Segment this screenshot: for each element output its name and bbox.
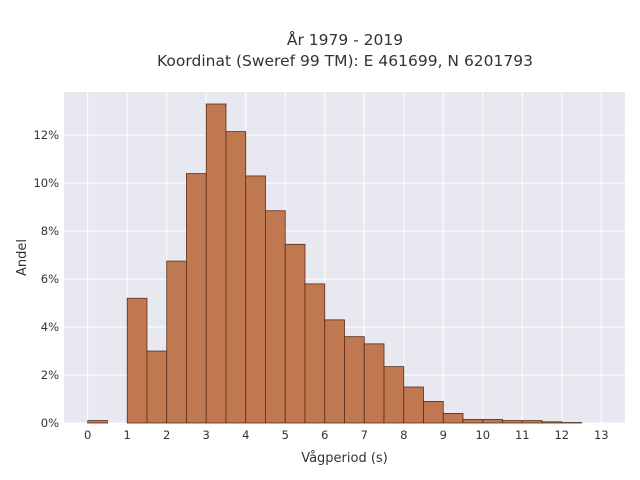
histogram-bar bbox=[502, 420, 523, 424]
y-tick-label: 8% bbox=[41, 224, 59, 238]
x-tick-label: 9 bbox=[440, 428, 447, 442]
histogram-bar bbox=[482, 419, 503, 424]
histogram-bar bbox=[225, 131, 247, 424]
histogram-bar bbox=[344, 336, 365, 424]
histogram-bar bbox=[284, 243, 306, 424]
chart-title-line-2: Koordinat (Sweref 99 TM): E 461699, N 62… bbox=[157, 52, 533, 70]
histogram-bar bbox=[146, 350, 168, 424]
histogram-bar bbox=[521, 420, 543, 424]
histogram-bar bbox=[166, 260, 187, 424]
histogram-bar bbox=[205, 103, 227, 424]
histogram-bar bbox=[462, 419, 484, 424]
x-tick-label: 12 bbox=[554, 428, 569, 442]
y-tick-label: 12% bbox=[33, 128, 59, 142]
y-tick-label: 6% bbox=[41, 272, 59, 286]
x-tick-label: 10 bbox=[475, 428, 490, 442]
x-tick-label: 7 bbox=[361, 428, 368, 442]
histogram-bar bbox=[383, 366, 405, 424]
y-tick-label: 4% bbox=[41, 320, 59, 334]
histogram-bar bbox=[304, 283, 326, 424]
x-tick-label: 11 bbox=[515, 428, 530, 442]
x-tick-label: 4 bbox=[242, 428, 249, 442]
x-axis-label: Vågperiod (s) bbox=[301, 451, 388, 466]
x-tick-label: 5 bbox=[282, 428, 289, 442]
histogram-bar bbox=[126, 297, 148, 424]
y-tick-labels: 0% 2% 4% 6% 8% 10% 12% bbox=[33, 128, 59, 430]
chart-title-line-1: År 1979 - 2019 bbox=[287, 30, 403, 49]
histogram-bar bbox=[423, 401, 444, 424]
histogram-bars bbox=[87, 103, 582, 424]
x-tick-label: 6 bbox=[321, 428, 328, 442]
histogram-bar bbox=[265, 210, 286, 424]
histogram-bar bbox=[324, 319, 345, 424]
x-tick-label: 3 bbox=[203, 428, 210, 442]
histogram-bar bbox=[186, 173, 207, 424]
x-tick-label: 8 bbox=[400, 428, 407, 442]
y-tick-label: 0% bbox=[41, 416, 59, 430]
y-tick-label: 10% bbox=[33, 176, 59, 190]
histogram-bar bbox=[245, 175, 266, 424]
x-tick-label: 1 bbox=[124, 428, 131, 442]
x-tick-label: 0 bbox=[84, 428, 91, 442]
x-tick-label: 13 bbox=[594, 428, 609, 442]
y-axis-label: Andel bbox=[15, 239, 30, 276]
histogram-bar bbox=[87, 420, 108, 424]
histogram-bar bbox=[363, 343, 385, 424]
x-tick-labels: 0 1 2 3 4 5 6 7 8 9 10 11 12 13 bbox=[84, 428, 609, 442]
histogram-bar bbox=[442, 413, 464, 424]
histogram-bar bbox=[403, 386, 424, 424]
y-tick-label: 2% bbox=[41, 368, 59, 382]
x-tick-label: 2 bbox=[163, 428, 170, 442]
histogram-bar bbox=[541, 421, 563, 424]
